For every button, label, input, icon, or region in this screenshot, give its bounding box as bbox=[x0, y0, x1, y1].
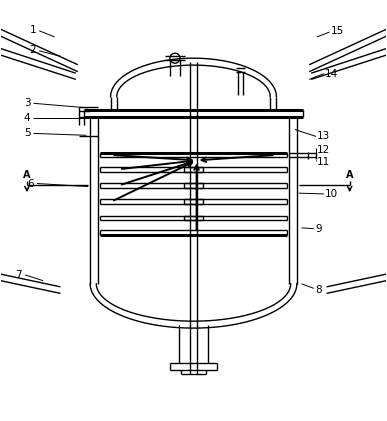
Text: 4: 4 bbox=[24, 113, 31, 123]
Text: 3: 3 bbox=[24, 98, 31, 108]
Text: 13: 13 bbox=[317, 131, 330, 141]
Text: 5: 5 bbox=[24, 128, 31, 139]
Text: A: A bbox=[346, 171, 353, 181]
Text: 1: 1 bbox=[30, 25, 36, 35]
Text: 6: 6 bbox=[27, 179, 34, 189]
Text: A: A bbox=[23, 171, 31, 181]
Text: 11: 11 bbox=[317, 157, 330, 167]
Text: 14: 14 bbox=[325, 69, 338, 79]
Text: 10: 10 bbox=[325, 189, 338, 199]
Text: 8: 8 bbox=[315, 285, 322, 295]
Text: 15: 15 bbox=[330, 26, 344, 36]
Text: 12: 12 bbox=[317, 144, 330, 155]
Text: 2: 2 bbox=[30, 45, 36, 55]
Text: 9: 9 bbox=[315, 224, 322, 234]
Text: 7: 7 bbox=[15, 270, 22, 280]
